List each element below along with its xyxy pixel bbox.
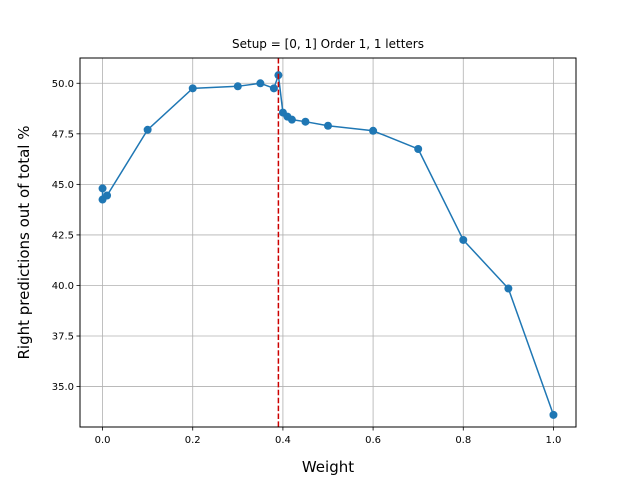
data-point bbox=[504, 284, 513, 293]
data-point bbox=[103, 191, 112, 200]
data-point bbox=[414, 144, 423, 153]
y-tick-label: 47.5 bbox=[52, 129, 74, 140]
y-tick-label: 35.0 bbox=[52, 382, 74, 393]
data-point bbox=[301, 117, 310, 126]
data-point bbox=[324, 121, 332, 130]
data-point bbox=[233, 82, 242, 91]
x-tick-label: 0.4 bbox=[275, 435, 291, 446]
y-tick-label: 40.0 bbox=[52, 281, 74, 292]
x-axis-ticks: 0.0 0.2 0.4 0.6 0.8 1.0 bbox=[95, 427, 562, 446]
y-tick-label: 37.5 bbox=[52, 332, 74, 343]
data-point bbox=[369, 126, 378, 135]
y-axis-ticks: 35.0 37.5 40.0 42.5 45.0 47.5 50.0 bbox=[52, 79, 80, 393]
data-point bbox=[188, 84, 197, 93]
y-tick-label: 45.0 bbox=[52, 180, 74, 191]
y-tick-label: 42.5 bbox=[52, 230, 74, 241]
data-point bbox=[549, 410, 558, 419]
data-point bbox=[143, 125, 152, 134]
data-point bbox=[269, 84, 278, 93]
y-tick-label: 50.0 bbox=[52, 79, 74, 90]
x-tick-label: 0.8 bbox=[455, 435, 471, 446]
x-tick-label: 0.6 bbox=[365, 435, 381, 446]
plot-series bbox=[98, 58, 558, 427]
data-point bbox=[287, 115, 296, 124]
data-point bbox=[459, 235, 468, 244]
plot-frame bbox=[79, 57, 577, 428]
x-tick-label: 0.0 bbox=[95, 435, 111, 446]
chart-title: Setup = [0, 1] Order 1, 1 letters bbox=[232, 37, 424, 51]
data-point bbox=[98, 184, 107, 193]
x-tick-label: 0.2 bbox=[185, 435, 201, 446]
y-axis-label: Right predictions out of total % bbox=[15, 126, 33, 360]
data-point bbox=[256, 79, 265, 88]
x-tick-label: 1.0 bbox=[546, 435, 562, 446]
x-axis-label: Weight bbox=[302, 458, 354, 476]
